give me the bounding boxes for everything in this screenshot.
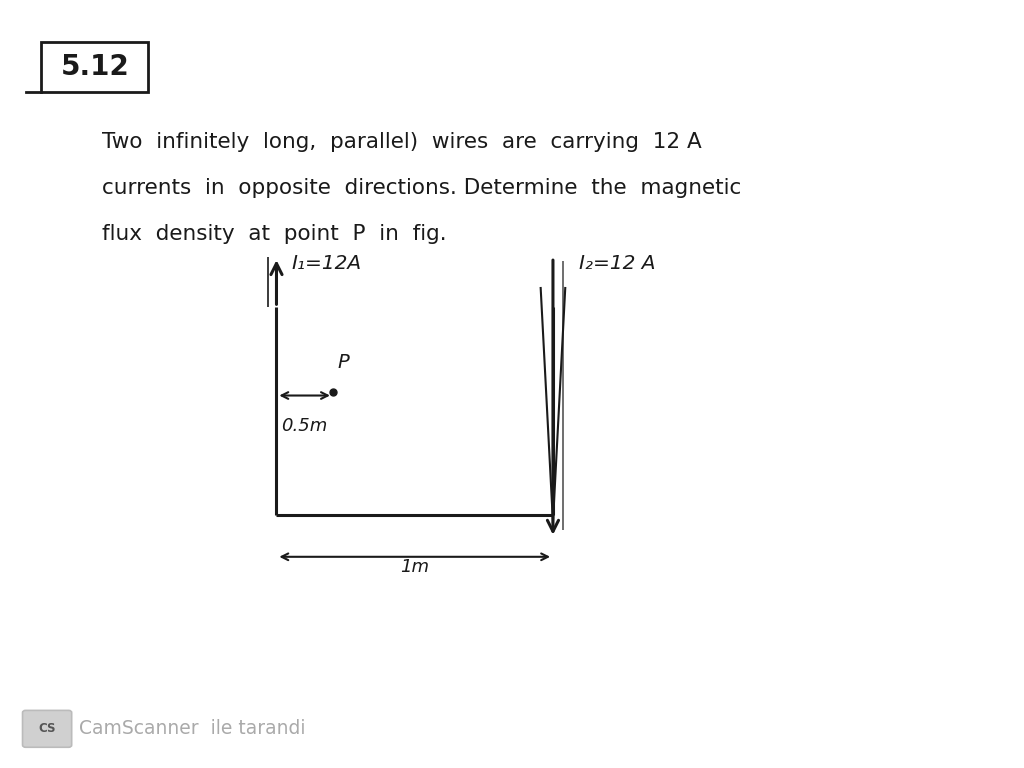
- Text: I₁=12A: I₁=12A: [292, 253, 361, 273]
- Text: CamScanner  ile tarandi: CamScanner ile tarandi: [79, 720, 305, 738]
- Text: flux  density  at  point  P  in  fig.: flux density at point P in fig.: [102, 224, 447, 244]
- Text: P: P: [338, 353, 349, 372]
- Text: Two  infinitely  long,  parallel)  wires  are  carrying  12 A: Two infinitely long, parallel) wires are…: [102, 132, 702, 152]
- Text: currents  in  opposite  directions. Determine  the  magnetic: currents in opposite directions. Determi…: [102, 178, 741, 198]
- Text: CS: CS: [38, 723, 56, 735]
- Text: 0.5m: 0.5m: [282, 417, 328, 435]
- Text: I₂=12 A: I₂=12 A: [579, 253, 655, 273]
- Bar: [41, 42, 148, 92]
- Text: 5.12: 5.12: [60, 53, 129, 81]
- Text: 1m: 1m: [400, 558, 429, 576]
- FancyBboxPatch shape: [23, 710, 72, 747]
